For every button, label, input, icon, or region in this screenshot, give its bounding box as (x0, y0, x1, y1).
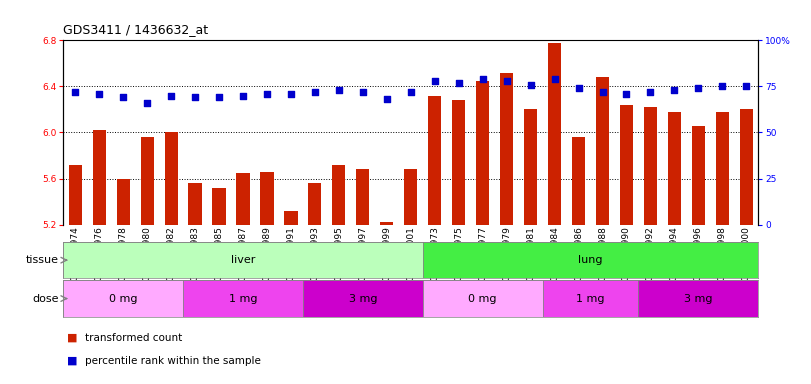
Point (189, 94, 202, 101)
Bar (596, 77, 609, 225)
Text: 3 mg: 3 mg (349, 293, 377, 304)
Point (692, 85, 705, 91)
Point (668, 87, 681, 93)
Point (380, 96, 393, 103)
Bar (543, 280, 638, 317)
Point (285, 91, 298, 97)
Point (500, 78, 513, 84)
Bar (285, 211, 298, 225)
Bar (500, 73, 513, 225)
Bar (356, 169, 370, 225)
Bar (644, 107, 657, 225)
Text: 1 mg: 1 mg (577, 293, 605, 304)
Text: GDS3411 / 1436632_at: GDS3411 / 1436632_at (63, 23, 208, 36)
Bar (548, 43, 561, 225)
Text: 0 mg: 0 mg (469, 293, 497, 304)
Point (260, 91, 273, 97)
Point (117, 94, 130, 101)
Bar (303, 280, 423, 317)
Point (140, 100, 153, 106)
Point (308, 89, 321, 95)
Text: percentile rank within the sample: percentile rank within the sample (85, 356, 261, 366)
Bar (423, 280, 543, 317)
Bar (63, 242, 423, 278)
Bar (183, 280, 303, 317)
Bar (740, 109, 753, 225)
Point (92, 91, 105, 97)
Bar (237, 173, 250, 225)
Point (548, 76, 561, 82)
Point (333, 87, 345, 93)
Bar (572, 137, 585, 225)
Bar (140, 137, 154, 225)
Bar (165, 132, 178, 225)
Bar (692, 126, 705, 225)
Point (524, 81, 537, 88)
Text: lung: lung (578, 255, 603, 265)
Text: ■: ■ (67, 333, 78, 343)
Point (740, 83, 753, 89)
Text: liver: liver (231, 255, 255, 265)
Bar (638, 280, 758, 317)
Bar (428, 96, 441, 225)
Point (69, 89, 82, 95)
Bar (667, 112, 681, 225)
Point (428, 78, 441, 84)
Bar (212, 188, 225, 225)
Point (644, 89, 657, 95)
Point (596, 89, 609, 95)
Point (165, 93, 178, 99)
Point (212, 94, 225, 101)
Bar (524, 109, 537, 225)
Bar (716, 112, 729, 225)
Bar (620, 105, 633, 225)
Point (356, 89, 369, 95)
Text: dose: dose (32, 293, 59, 304)
Bar (188, 183, 202, 225)
Bar (380, 222, 393, 225)
Point (453, 79, 466, 86)
Bar (69, 165, 82, 225)
Text: tissue: tissue (26, 255, 59, 265)
Point (237, 93, 250, 99)
Bar (260, 172, 273, 225)
Bar (308, 183, 321, 225)
Text: 1 mg: 1 mg (229, 293, 257, 304)
Point (476, 76, 489, 82)
Text: 3 mg: 3 mg (684, 293, 713, 304)
Text: ■: ■ (67, 356, 78, 366)
Bar (117, 179, 130, 225)
Point (572, 85, 585, 91)
Point (405, 89, 418, 95)
Bar (63, 280, 183, 317)
Bar (92, 130, 105, 225)
Bar (404, 169, 418, 225)
Point (620, 91, 633, 97)
Bar (333, 165, 345, 225)
Bar (423, 242, 758, 278)
Point (716, 83, 729, 89)
Bar (452, 100, 466, 225)
Text: transformed count: transformed count (85, 333, 182, 343)
Bar (476, 81, 489, 225)
Text: 0 mg: 0 mg (109, 293, 137, 304)
